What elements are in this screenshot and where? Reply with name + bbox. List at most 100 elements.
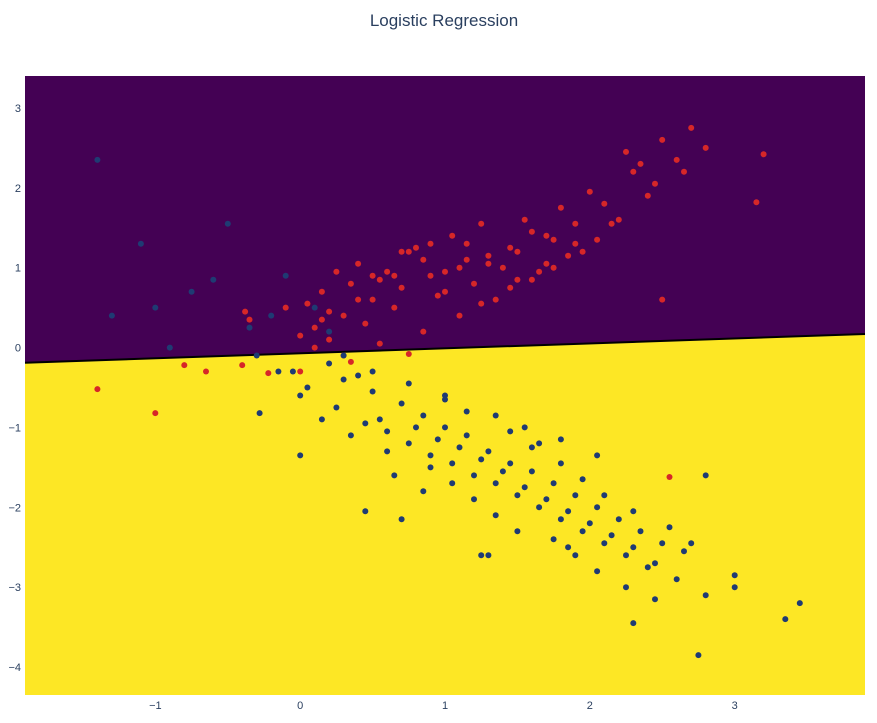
data-point — [557, 460, 564, 467]
data-point — [420, 412, 427, 419]
data-point — [485, 552, 492, 559]
data-point — [347, 280, 354, 287]
data-point — [463, 432, 470, 439]
data-point — [297, 368, 304, 375]
data-point — [340, 376, 347, 383]
data-point — [442, 268, 448, 275]
data-point — [246, 316, 253, 323]
data-point — [427, 240, 434, 247]
data-point — [253, 352, 260, 359]
data-point — [652, 180, 658, 187]
data-point — [376, 276, 383, 283]
data-point — [347, 432, 354, 439]
data-point — [536, 268, 543, 275]
data-point — [376, 340, 383, 347]
data-point — [644, 564, 651, 571]
data-point — [492, 512, 499, 519]
data-point — [362, 508, 369, 515]
data-point — [405, 351, 412, 357]
data-point — [731, 584, 738, 591]
data-point — [478, 300, 485, 307]
data-point — [586, 188, 593, 195]
y-tick-label: 1 — [15, 263, 21, 275]
data-point — [311, 344, 318, 351]
data-point — [644, 192, 651, 199]
data-point — [463, 256, 470, 263]
data-point — [427, 464, 434, 471]
data-point — [456, 264, 463, 271]
data-point — [688, 540, 695, 547]
data-point — [181, 362, 188, 369]
y-tick-label: −1 — [8, 422, 21, 434]
data-point — [550, 236, 557, 243]
data-point — [398, 400, 405, 407]
y-tick-label: 0 — [15, 343, 21, 355]
y-tick-label: 3 — [15, 103, 21, 115]
data-point — [594, 452, 601, 459]
data-point — [652, 596, 658, 603]
x-tick-label: 2 — [587, 700, 593, 712]
data-point — [594, 504, 601, 511]
data-point — [673, 576, 680, 583]
data-point — [565, 508, 572, 515]
data-point — [203, 368, 209, 375]
data-point — [630, 620, 637, 627]
series-1 — [94, 156, 803, 659]
data-point — [442, 288, 448, 295]
decision-boundary-line — [24, 332, 866, 364]
data-point — [471, 472, 477, 479]
data-point — [528, 444, 535, 451]
data-point — [623, 148, 629, 155]
data-point — [601, 492, 608, 499]
data-point — [478, 552, 485, 559]
data-point — [391, 272, 398, 279]
data-point — [499, 264, 506, 271]
data-point — [420, 488, 427, 495]
data-point — [565, 252, 572, 259]
y-tick-label: −3 — [8, 582, 21, 594]
data-point — [297, 452, 304, 459]
data-point — [449, 480, 456, 487]
data-point — [311, 324, 318, 331]
data-point — [268, 312, 275, 319]
data-point — [681, 168, 687, 175]
data-point — [265, 370, 272, 377]
data-point — [623, 552, 629, 559]
data-point — [289, 368, 296, 375]
x-tick-label: 1 — [442, 700, 448, 712]
data-point — [326, 328, 333, 335]
data-point — [456, 312, 463, 319]
data-point — [108, 312, 115, 319]
data-point — [543, 232, 550, 239]
data-point — [557, 516, 564, 523]
data-point — [239, 362, 246, 369]
data-point — [137, 240, 144, 247]
data-point — [442, 396, 448, 403]
data-point — [492, 412, 499, 419]
data-point — [608, 532, 615, 539]
data-point — [550, 480, 557, 487]
data-point — [572, 240, 579, 247]
data-point — [391, 304, 398, 311]
data-point — [282, 272, 289, 279]
data-point — [427, 452, 434, 459]
x-tick-label: 0 — [297, 700, 303, 712]
data-point — [681, 548, 687, 555]
data-point — [398, 248, 405, 255]
data-point — [304, 384, 311, 391]
data-point — [485, 260, 492, 267]
data-point — [224, 220, 231, 227]
data-point — [242, 308, 249, 315]
data-point — [318, 288, 325, 295]
data-point — [594, 236, 601, 243]
data-point — [369, 368, 376, 375]
data-point — [528, 276, 535, 283]
data-point — [485, 448, 492, 455]
data-point — [405, 380, 412, 387]
data-point — [543, 496, 550, 503]
data-point — [666, 474, 673, 480]
data-point — [340, 312, 347, 319]
data-point — [507, 428, 514, 435]
data-point — [579, 528, 586, 535]
data-point — [514, 276, 521, 283]
